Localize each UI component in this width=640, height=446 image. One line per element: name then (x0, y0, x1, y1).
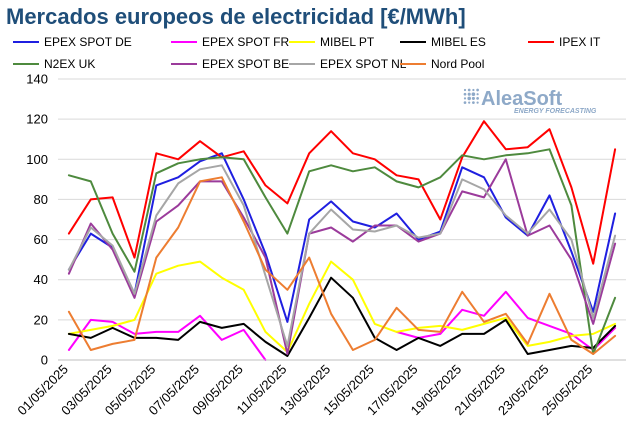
legend-swatch (13, 41, 39, 43)
y-tick-label: 80 (34, 192, 48, 207)
logo-dot (472, 101, 475, 104)
series-mibel-es (67, 276, 617, 357)
legend-swatch (289, 41, 315, 43)
legend-swatch (400, 63, 426, 65)
series-line-mibel-pt (67, 260, 617, 353)
series-epex-spot-fr (67, 290, 617, 361)
series-epex-spot-nl (67, 164, 617, 347)
legend-item-epex-spot-de: EPEX SPOT DE (13, 34, 132, 50)
logo-dot (467, 88, 471, 92)
logo-dot (463, 101, 467, 104)
logo-dot (467, 92, 471, 96)
logo-dot (476, 88, 479, 92)
series-ipex-it (67, 120, 617, 265)
y-tick-label: 100 (26, 152, 48, 167)
y-tick-label: 0 (41, 353, 48, 368)
logo-dot (472, 88, 475, 92)
legend-swatch (289, 63, 315, 65)
logo-dot (468, 101, 471, 104)
logo-dot (471, 92, 476, 96)
logo-dot (463, 92, 467, 96)
series-line-ipex-it (67, 120, 617, 265)
legend-item-ipex-it: IPEX IT (528, 34, 600, 50)
series-epex-spot-de (67, 152, 617, 323)
y-tick-label: 60 (34, 232, 48, 247)
series-lines (67, 120, 617, 361)
legend-label: N2EX UK (44, 57, 96, 71)
logo-dot (463, 97, 467, 100)
series-n2ex-uk (67, 148, 617, 355)
legend: EPEX SPOT DE EPEX SPOT FR MIBEL PT MIBEL ES… (0, 33, 640, 75)
legend-swatch (171, 63, 197, 65)
logo-dot (476, 97, 479, 100)
legend-label: EPEX SPOT NL (320, 57, 407, 71)
legend-label: Nord Pool (431, 57, 485, 71)
chart-title: Mercados europeos de electricidad [€/MWh… (6, 4, 466, 29)
y-tick-label: 20 (34, 312, 48, 327)
logo-dot (463, 88, 467, 92)
series-line-epex-spot-be (67, 158, 617, 355)
legend-swatch (528, 41, 554, 43)
legend-item-epex-spot-nl: EPEX SPOT NL (289, 56, 406, 72)
legend-label: EPEX SPOT DE (44, 35, 132, 49)
legend-label: EPEX SPOT BE (202, 57, 290, 71)
legend-swatch (400, 41, 426, 43)
series-line-epex-spot-fr (395, 290, 617, 351)
watermark-tagline: ENERGY FORECASTING (514, 108, 597, 115)
series-line-epex-spot-fr (67, 314, 267, 361)
legend-label: MIBEL ES (431, 35, 486, 49)
y-tick-label: 140 (26, 72, 48, 87)
legend-label: EPEX SPOT FR (202, 35, 290, 49)
series-line-n2ex-uk (67, 148, 617, 355)
series-nord-pool (67, 176, 617, 355)
legend-item-n2ex-uk: N2EX UK (13, 56, 95, 72)
series-line-epex-spot-nl (67, 164, 617, 347)
logo-dot (476, 93, 479, 96)
y-tick-label: 120 (26, 112, 48, 127)
legend-swatch (13, 63, 39, 65)
legend-label: IPEX IT (559, 35, 601, 49)
legend-item-epex-spot-be: EPEX SPOT BE (171, 56, 289, 72)
logo-dot (467, 96, 472, 101)
dot-grid-logo-icon (463, 88, 479, 104)
legend-item-nord-pool: Nord Pool (400, 56, 484, 72)
aleasoft-watermark: AleaSoft ENERGY FORECASTING (463, 88, 597, 115)
series-epex-spot-be (67, 158, 617, 355)
watermark-brand: AleaSoft (481, 88, 562, 110)
series-line-mibel-es (67, 276, 617, 357)
legend-label: MIBEL PT (320, 35, 375, 49)
series-line-nord-pool (67, 176, 617, 355)
legend-swatch (171, 41, 197, 43)
legend-item-epex-spot-fr: EPEX SPOT FR (171, 34, 289, 50)
logo-dot (476, 101, 479, 104)
logo-dot (471, 96, 475, 100)
y-tick-label: 40 (34, 272, 48, 287)
y-axis: 0 20 40 60 80 100 120 140 (26, 72, 48, 368)
legend-item-mibel-pt: MIBEL PT (289, 34, 374, 50)
series-mibel-pt (67, 260, 617, 353)
series-line-epex-spot-de (67, 152, 617, 323)
legend-item-mibel-es: MIBEL ES (400, 34, 486, 50)
x-axis: 01/05/202503/05/202505/05/202507/05/2025… (14, 359, 626, 418)
